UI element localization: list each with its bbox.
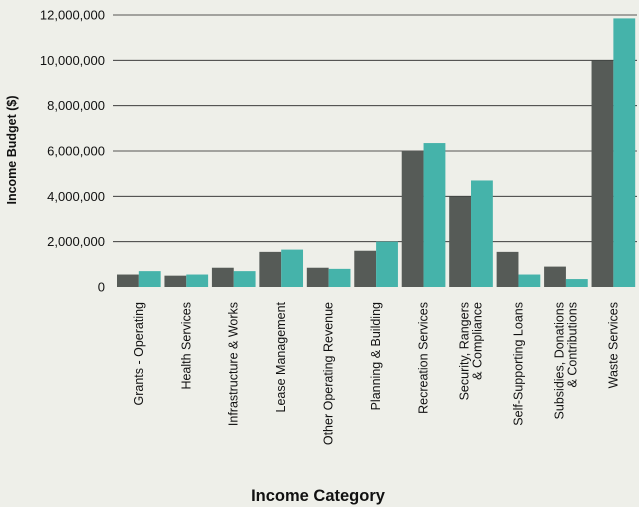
x-tick-label: Recreation Services (417, 302, 431, 414)
x-axis-labels: Grants - Operating Health Services Infrast… (132, 301, 621, 445)
bar-series-2 (328, 268, 351, 287)
x-tick-label: Self-Supporting Loans (511, 302, 525, 426)
x-tick-label: Planning & Building (369, 302, 383, 410)
x-tick-label: Waste Services (606, 302, 620, 388)
bar-series-2 (565, 279, 588, 287)
x-tick-label: Security, Rangers& Compliance (458, 302, 485, 400)
x-tick-label: Health Services (179, 302, 193, 390)
y-tick-label: 2,000,000 (47, 234, 105, 249)
gridlines (113, 14, 637, 243)
bar-series-2 (613, 18, 636, 288)
y-axis-ticks: 0 2,000,000 4,000,000 6,000,000 8,000,000 10,… (40, 8, 105, 295)
x-tick-label: Subsidies, Donations& Contributions (552, 302, 579, 419)
bar-series-2 (471, 180, 493, 287)
bar-series-1 (259, 251, 282, 287)
x-axis-title: Income Category (251, 487, 386, 505)
y-axis-title: Income Budget ($) (5, 95, 19, 204)
y-tick-label: 8,000,000 (47, 98, 105, 113)
bar-series-1 (306, 267, 329, 287)
bar-series-1 (164, 275, 187, 287)
bar-series-2 (518, 274, 541, 287)
y-tick-label: 0 (98, 280, 105, 295)
x-tick-label: Grants - Operating (132, 302, 146, 406)
y-tick-label: 12,000,000 (40, 8, 105, 23)
x-tick-label: Infrastructure & Works (227, 302, 241, 426)
bar-series-2 (376, 241, 398, 287)
x-tick-label: Lease Management (274, 301, 288, 412)
bar-series-2 (281, 249, 304, 287)
bars (117, 18, 636, 288)
x-tick-label: Other Operating Revenue (322, 302, 336, 445)
bar-series-2 (186, 274, 209, 287)
y-tick-label: 10,000,000 (40, 53, 105, 68)
bar-series-1 (401, 151, 424, 287)
bar-series-1 (544, 266, 566, 287)
bar-series-2 (138, 271, 161, 287)
bar-series-2 (233, 271, 256, 287)
bar-series-1 (117, 274, 139, 287)
y-tick-label: 4,000,000 (47, 189, 105, 204)
y-tick-label: 6,000,000 (47, 144, 105, 159)
bar-series-2 (423, 143, 446, 287)
bar-series-1 (591, 60, 614, 288)
bar-series-1 (449, 196, 472, 287)
bar-series-1 (496, 251, 519, 287)
bar-series-1 (211, 267, 234, 287)
bar-series-1 (354, 250, 377, 287)
